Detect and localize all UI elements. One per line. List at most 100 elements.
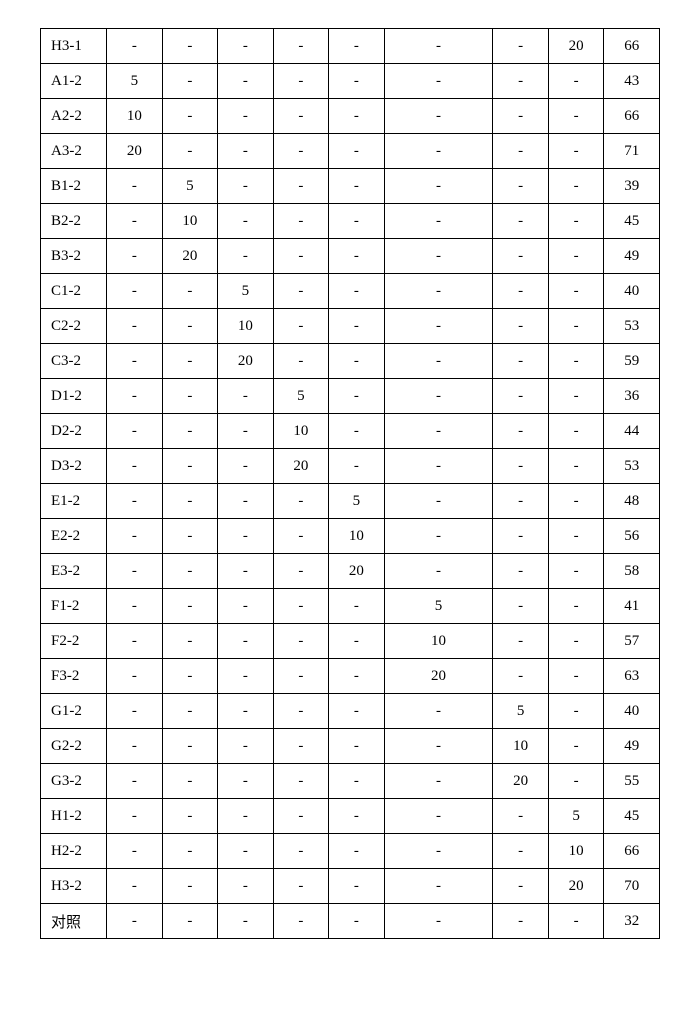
cell: 56 — [604, 519, 660, 554]
cell: - — [384, 484, 493, 519]
cell: - — [548, 309, 603, 344]
row-label: A1-2 — [41, 64, 107, 99]
cell: - — [107, 764, 162, 799]
cell: - — [162, 834, 217, 869]
cell: - — [493, 624, 548, 659]
cell: - — [548, 239, 603, 274]
cell: - — [384, 869, 493, 904]
cell: - — [384, 764, 493, 799]
cell: - — [107, 799, 162, 834]
cell: - — [384, 134, 493, 169]
cell: 58 — [604, 554, 660, 589]
cell: - — [548, 169, 603, 204]
cell: - — [273, 659, 328, 694]
cell: - — [493, 169, 548, 204]
cell: - — [162, 64, 217, 99]
cell: 20 — [218, 344, 273, 379]
cell: - — [273, 904, 328, 939]
row-label: C2-2 — [41, 309, 107, 344]
cell: - — [329, 589, 384, 624]
row-label: H2-2 — [41, 834, 107, 869]
cell: - — [493, 379, 548, 414]
cell: - — [329, 659, 384, 694]
row-label: F3-2 — [41, 659, 107, 694]
cell: - — [329, 344, 384, 379]
cell: - — [273, 519, 328, 554]
row-label: D1-2 — [41, 379, 107, 414]
table-row: E3-2----20---58 — [41, 554, 660, 589]
cell: - — [384, 554, 493, 589]
cell: 10 — [218, 309, 273, 344]
table-row: H1-2-------545 — [41, 799, 660, 834]
cell: - — [218, 519, 273, 554]
cell: - — [329, 204, 384, 239]
cell: - — [329, 274, 384, 309]
row-label: G3-2 — [41, 764, 107, 799]
table-row: D1-2---5----36 — [41, 379, 660, 414]
cell: - — [218, 694, 273, 729]
cell: - — [162, 519, 217, 554]
data-table-body: H3-1-------2066A1-25-------43A2-210-----… — [41, 29, 660, 939]
table-row: E2-2----10---56 — [41, 519, 660, 554]
table-row: G3-2------20-55 — [41, 764, 660, 799]
cell: - — [273, 869, 328, 904]
cell: - — [162, 799, 217, 834]
cell: - — [218, 904, 273, 939]
cell: - — [548, 659, 603, 694]
table-row: G1-2------5-40 — [41, 694, 660, 729]
cell: - — [384, 904, 493, 939]
cell: - — [218, 134, 273, 169]
cell: 5 — [107, 64, 162, 99]
cell: - — [273, 239, 328, 274]
cell: - — [384, 694, 493, 729]
cell: - — [384, 834, 493, 869]
cell: - — [548, 554, 603, 589]
cell: - — [107, 519, 162, 554]
cell: 49 — [604, 729, 660, 764]
table-row: D2-2---10----44 — [41, 414, 660, 449]
cell: - — [493, 134, 548, 169]
cell: - — [218, 729, 273, 764]
cell: - — [493, 484, 548, 519]
cell: - — [384, 99, 493, 134]
cell: - — [218, 799, 273, 834]
cell: - — [493, 449, 548, 484]
cell: - — [329, 624, 384, 659]
cell: - — [107, 904, 162, 939]
cell: - — [273, 134, 328, 169]
row-label: G1-2 — [41, 694, 107, 729]
cell: 20 — [107, 134, 162, 169]
cell: - — [218, 869, 273, 904]
table-row: A3-220-------71 — [41, 134, 660, 169]
cell: - — [218, 659, 273, 694]
cell: - — [329, 239, 384, 274]
cell: - — [329, 99, 384, 134]
cell: - — [107, 834, 162, 869]
cell: - — [548, 484, 603, 519]
row-label: B1-2 — [41, 169, 107, 204]
cell: - — [329, 134, 384, 169]
cell: - — [273, 834, 328, 869]
cell: - — [218, 99, 273, 134]
cell: - — [273, 764, 328, 799]
cell: - — [218, 484, 273, 519]
row-label: B3-2 — [41, 239, 107, 274]
cell: - — [329, 729, 384, 764]
cell: - — [218, 554, 273, 589]
cell: - — [107, 239, 162, 274]
cell: - — [548, 694, 603, 729]
cell: - — [548, 624, 603, 659]
cell: - — [162, 729, 217, 764]
row-label: E1-2 — [41, 484, 107, 519]
cell: - — [548, 344, 603, 379]
cell: - — [162, 484, 217, 519]
cell: - — [107, 869, 162, 904]
cell: - — [107, 169, 162, 204]
cell: - — [218, 449, 273, 484]
cell: - — [384, 29, 493, 64]
cell: 70 — [604, 869, 660, 904]
row-label: C1-2 — [41, 274, 107, 309]
cell: 5 — [329, 484, 384, 519]
cell: - — [218, 239, 273, 274]
cell: - — [384, 344, 493, 379]
